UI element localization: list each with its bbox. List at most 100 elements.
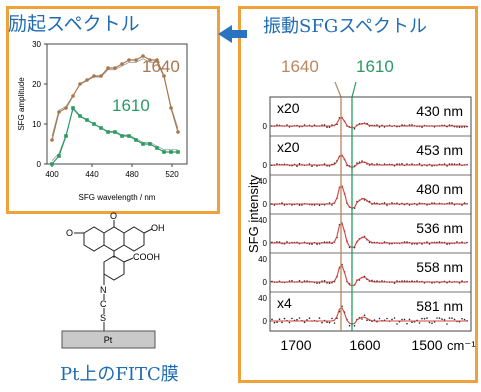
trace-fit-line	[272, 222, 467, 248]
trace-point	[308, 317, 311, 320]
trace-point	[316, 243, 318, 245]
trace-point	[426, 317, 428, 319]
trace-point	[326, 321, 328, 324]
excitation-y-tick-label: 10	[32, 120, 41, 129]
x-tick-1700: 1700	[280, 337, 311, 353]
trace-point	[408, 318, 411, 321]
trace-zero-label: 0	[263, 317, 268, 326]
trace-zero-label: 0	[263, 122, 268, 131]
trace-point	[451, 202, 453, 204]
trace-point	[451, 163, 453, 165]
excitation-point	[120, 62, 124, 66]
trace-point	[431, 322, 433, 325]
excitation-point	[92, 122, 96, 126]
trace-point	[298, 317, 301, 319]
trace-point	[323, 241, 326, 243]
band-guide-1610	[351, 81, 357, 98]
trace-point	[276, 163, 278, 165]
x-tick-1500: 1500	[411, 337, 442, 353]
trace-point	[298, 204, 301, 206]
atom-o-left: O	[66, 228, 73, 238]
figure-caption: Pt上のFITC膜	[60, 364, 179, 385]
excitation-series	[50, 54, 180, 166]
trace-point	[303, 124, 306, 126]
trace-point	[386, 317, 388, 320]
trace-zero-label: 0	[263, 278, 268, 287]
trace-point	[371, 279, 373, 282]
trace-point	[378, 317, 381, 320]
excitation-x-label: SFG wavelength / nm	[79, 193, 156, 202]
trace-point	[283, 204, 286, 206]
trace-zero-label: 0	[263, 161, 268, 170]
trace-point	[383, 163, 386, 165]
trace-point	[421, 317, 423, 320]
excitation-point	[134, 58, 138, 62]
trace-wavelength: 581 nm	[416, 298, 463, 314]
atom-c: C	[100, 299, 107, 309]
excitation-point	[141, 54, 145, 58]
trace-point	[278, 318, 281, 321]
trace-point	[396, 280, 398, 282]
trace-wavelength: 558 nm	[416, 259, 463, 275]
trace-point	[323, 124, 326, 126]
atom-cooh: COOH	[133, 252, 160, 262]
excitation-panel	[6, 6, 220, 214]
trace-point	[328, 202, 331, 204]
excitation-point	[106, 130, 110, 134]
trace-point	[431, 165, 433, 167]
trace-point	[391, 318, 393, 321]
trace-point	[448, 202, 451, 204]
trace-point	[303, 280, 306, 282]
ring-center	[103, 226, 125, 252]
trace-point	[396, 323, 398, 325]
trace-point	[376, 124, 378, 126]
trace-point	[288, 321, 291, 324]
excitation-series-line	[51, 106, 178, 165]
excitation-chart: 0 10 20 30 400 440 480 520 SFG wavelength / nm…	[17, 40, 188, 202]
trace-point	[323, 280, 326, 282]
trace-point	[331, 317, 333, 320]
vibrational-title: 振動SFGスペクトル	[263, 16, 427, 37]
excitation-point	[148, 58, 152, 62]
excitation-point	[64, 134, 68, 138]
trace-point	[443, 319, 446, 321]
trace-point	[291, 280, 293, 282]
trace-point	[451, 317, 453, 319]
trace-point	[401, 318, 403, 321]
trace-point	[461, 204, 463, 206]
trace-point	[438, 241, 441, 243]
trace-zero-label: 0	[263, 200, 268, 209]
excitation-y-tick-label: 0	[37, 160, 42, 169]
trace-point	[393, 317, 396, 319]
trace-point	[438, 317, 441, 319]
trace-point	[281, 321, 283, 324]
excitation-point	[71, 94, 75, 98]
trace-point	[408, 124, 411, 126]
trace-point	[318, 317, 321, 319]
excitation-point	[169, 150, 173, 154]
carboxyl-bond	[123, 257, 134, 263]
trace-point	[276, 241, 278, 243]
trace-point	[273, 204, 276, 206]
trace-point	[411, 243, 413, 245]
trace-point	[333, 322, 336, 324]
trace-point	[406, 322, 408, 325]
trace-point	[386, 204, 388, 206]
trace-point	[456, 241, 458, 243]
excitation-point	[113, 66, 117, 70]
trace-point	[296, 318, 298, 321]
trace-point	[321, 321, 323, 324]
trace-point	[418, 322, 421, 324]
excitation-point	[64, 106, 68, 110]
trace-point	[426, 241, 428, 243]
excitation-point	[57, 154, 61, 158]
trace-fit-line	[272, 185, 467, 209]
trace-point	[418, 163, 421, 165]
trace-point	[458, 126, 461, 128]
excitation-point	[127, 58, 131, 62]
trace-point	[453, 318, 456, 321]
trace-point	[286, 124, 288, 126]
vibrational-panel	[238, 6, 478, 383]
